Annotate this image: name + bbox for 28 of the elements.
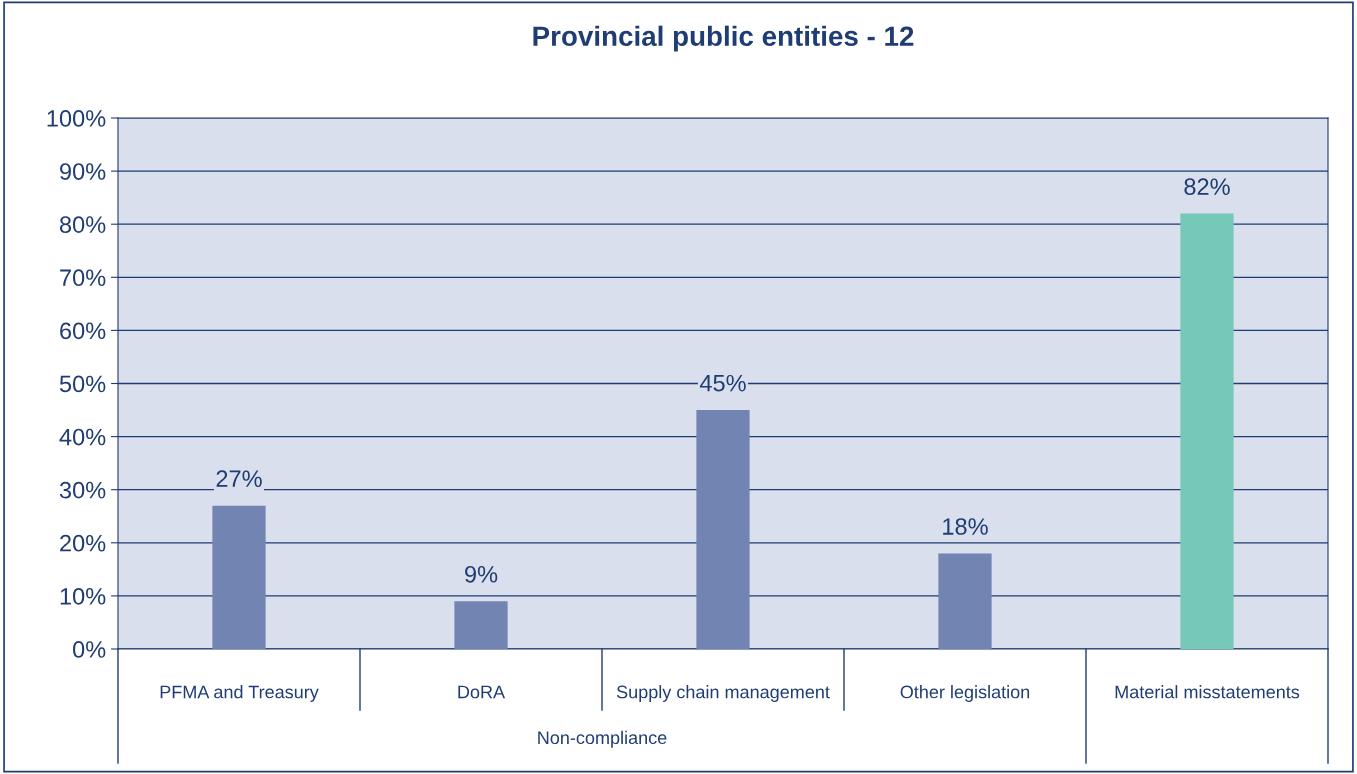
y-tick-label: 40% [59,428,106,446]
x-tick-label: Material misstatements [1115,685,1300,699]
y-tick-label: 80% [59,216,106,233]
y-tick-label: 20% [60,534,106,552]
bar [1180,213,1234,649]
bar [212,505,266,649]
x-tick-label: Supply chain management [616,685,830,702]
data-label: 45% [699,374,746,392]
bar [938,553,992,649]
y-tick-label: 30% [59,481,106,499]
y-tick-label: 90% [60,163,106,180]
data-label: 9% [465,565,498,583]
data-label: 82% [1184,178,1230,196]
y-tick-label: 0% [72,641,106,658]
y-tick-label: 60% [60,322,106,340]
bar [696,410,750,649]
x-tick-label: DoRA [458,685,506,699]
bar [454,601,508,649]
data-label: 18% [943,518,988,535]
x-tick-label: PFMA and Treasury [160,685,319,702]
x-tick-label: Other legislation [900,685,1030,702]
y-tick-label: 100% [47,110,106,127]
y-tick-label: 10% [60,587,106,605]
chart-title: Provincial public entities - 12 [533,25,914,52]
text: Non-compliance [538,730,667,748]
data-label: 27% [216,470,262,487]
y-tick-label: 50% [59,375,106,393]
y-tick-label: 70% [60,269,106,287]
